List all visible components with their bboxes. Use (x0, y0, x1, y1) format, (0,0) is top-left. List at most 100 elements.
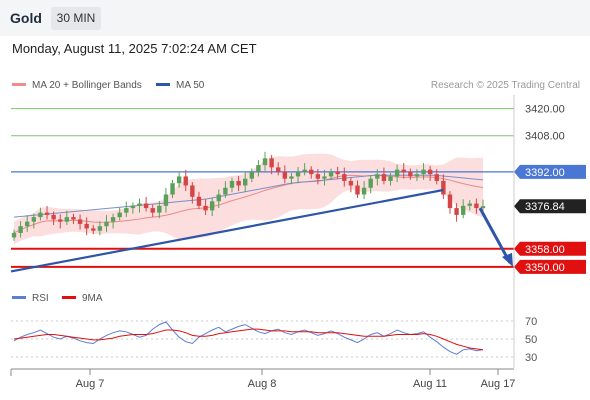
candle-body (25, 221, 30, 227)
candle-body (183, 176, 188, 186)
price-label-3350.00: 3350.00 (525, 262, 565, 274)
candle-body (150, 208, 155, 213)
price-label-3358.00: 3358.00 (525, 244, 565, 256)
candle-body (44, 212, 50, 215)
rsi-tick-50: 50 (525, 334, 537, 346)
x-tick-label: Aug 7 (76, 378, 105, 390)
candle-body (322, 176, 327, 179)
candle-body (421, 169, 426, 175)
legend-9ma: 9MA (62, 293, 103, 304)
candle-body (58, 219, 63, 222)
candle-body (454, 208, 459, 215)
bb-swatch (12, 82, 26, 86)
candle-body (295, 171, 301, 177)
top-bar: Gold 30 MIN (0, 0, 590, 36)
rsi-swatch (12, 295, 26, 299)
candle-body (229, 180, 235, 188)
candle-body (143, 203, 149, 209)
price-tag-3350.00 (514, 259, 586, 274)
rsi-tick-70: 70 (525, 316, 537, 328)
candle-body (223, 187, 228, 195)
projection-arrow-shaft (478, 207, 512, 264)
candle-body (163, 194, 169, 206)
legend-9ma-label: 9MA (82, 293, 103, 304)
candle-body (394, 169, 400, 177)
candle-body (130, 205, 136, 209)
candle-body (256, 165, 261, 172)
candle-body (216, 194, 221, 202)
candle-body (348, 180, 354, 186)
x-tick-label: Aug 8 (248, 378, 277, 390)
candle-body (427, 169, 433, 175)
candle-body (38, 212, 43, 218)
candle-body (18, 226, 23, 233)
price-tag-3376.84 (514, 199, 586, 214)
credit-text: Research © 2025 Trading Central (430, 80, 580, 91)
legend-rsi-label: RSI (32, 293, 49, 304)
projection-arrow-head (502, 252, 513, 267)
candle-body (408, 171, 413, 177)
candle-body (282, 171, 288, 179)
rsi-line (13, 321, 484, 355)
candle-body (97, 226, 103, 231)
candle-body (474, 203, 479, 209)
legend-bb-label: MA 20 + Bollinger Bands (32, 80, 142, 91)
candle-body (242, 178, 248, 186)
candle-body (51, 214, 56, 220)
candle-body (209, 201, 215, 211)
ma9-swatch (62, 295, 76, 299)
candle-body (361, 187, 367, 195)
candle-body (249, 171, 255, 179)
candle-body (84, 223, 89, 229)
candle-body (381, 174, 387, 181)
candle-body (137, 203, 142, 206)
candle-body (64, 217, 70, 222)
ma20-line (13, 174, 484, 234)
candle-body (157, 205, 162, 213)
candle-body (414, 174, 420, 177)
candle-body (401, 169, 406, 172)
candle-body (276, 167, 281, 172)
candle-body (342, 174, 347, 181)
price-tag-3392.00 (514, 164, 586, 179)
candle-body (441, 180, 446, 195)
uptrend-line (10, 188, 444, 273)
candle-body (447, 194, 453, 209)
legend-ma50: MA 50 (156, 80, 204, 91)
x-tick-label: Aug 11 (413, 378, 447, 390)
candle-body (91, 228, 96, 231)
candle-body (328, 171, 334, 177)
candle-body (368, 178, 373, 188)
candle-body (117, 212, 122, 218)
candle-body (71, 217, 76, 220)
candle-body (190, 185, 195, 197)
legend-ma50-label: MA 50 (176, 80, 205, 91)
candle-body (355, 185, 360, 195)
asset-name: Gold (10, 10, 42, 26)
timeframe-button[interactable]: 30 MIN (51, 7, 101, 30)
candle-body (236, 180, 241, 186)
candle-body (110, 217, 116, 222)
candle-body (309, 169, 314, 175)
price-tag-3358.00 (514, 241, 586, 256)
price-label-3376.84: 3376.84 (525, 201, 565, 213)
candle-body (289, 176, 294, 179)
candle-body (11, 232, 17, 238)
ma50-line (13, 174, 484, 218)
candle-body (104, 221, 109, 227)
candle-body (315, 174, 321, 179)
candle-body (467, 203, 472, 206)
legend-rsi: RSI (12, 293, 49, 304)
candle-body (302, 169, 307, 172)
candle-body (480, 206, 486, 209)
candle-body (203, 205, 208, 211)
candle-body (176, 176, 182, 184)
candle-body (388, 176, 393, 181)
candle-body (269, 158, 274, 168)
ma50-swatch (156, 82, 170, 86)
price-label-3392.00: 3392.00 (525, 167, 565, 179)
candle-body (196, 196, 202, 206)
candle-body (31, 217, 37, 222)
candle-body (434, 174, 439, 181)
